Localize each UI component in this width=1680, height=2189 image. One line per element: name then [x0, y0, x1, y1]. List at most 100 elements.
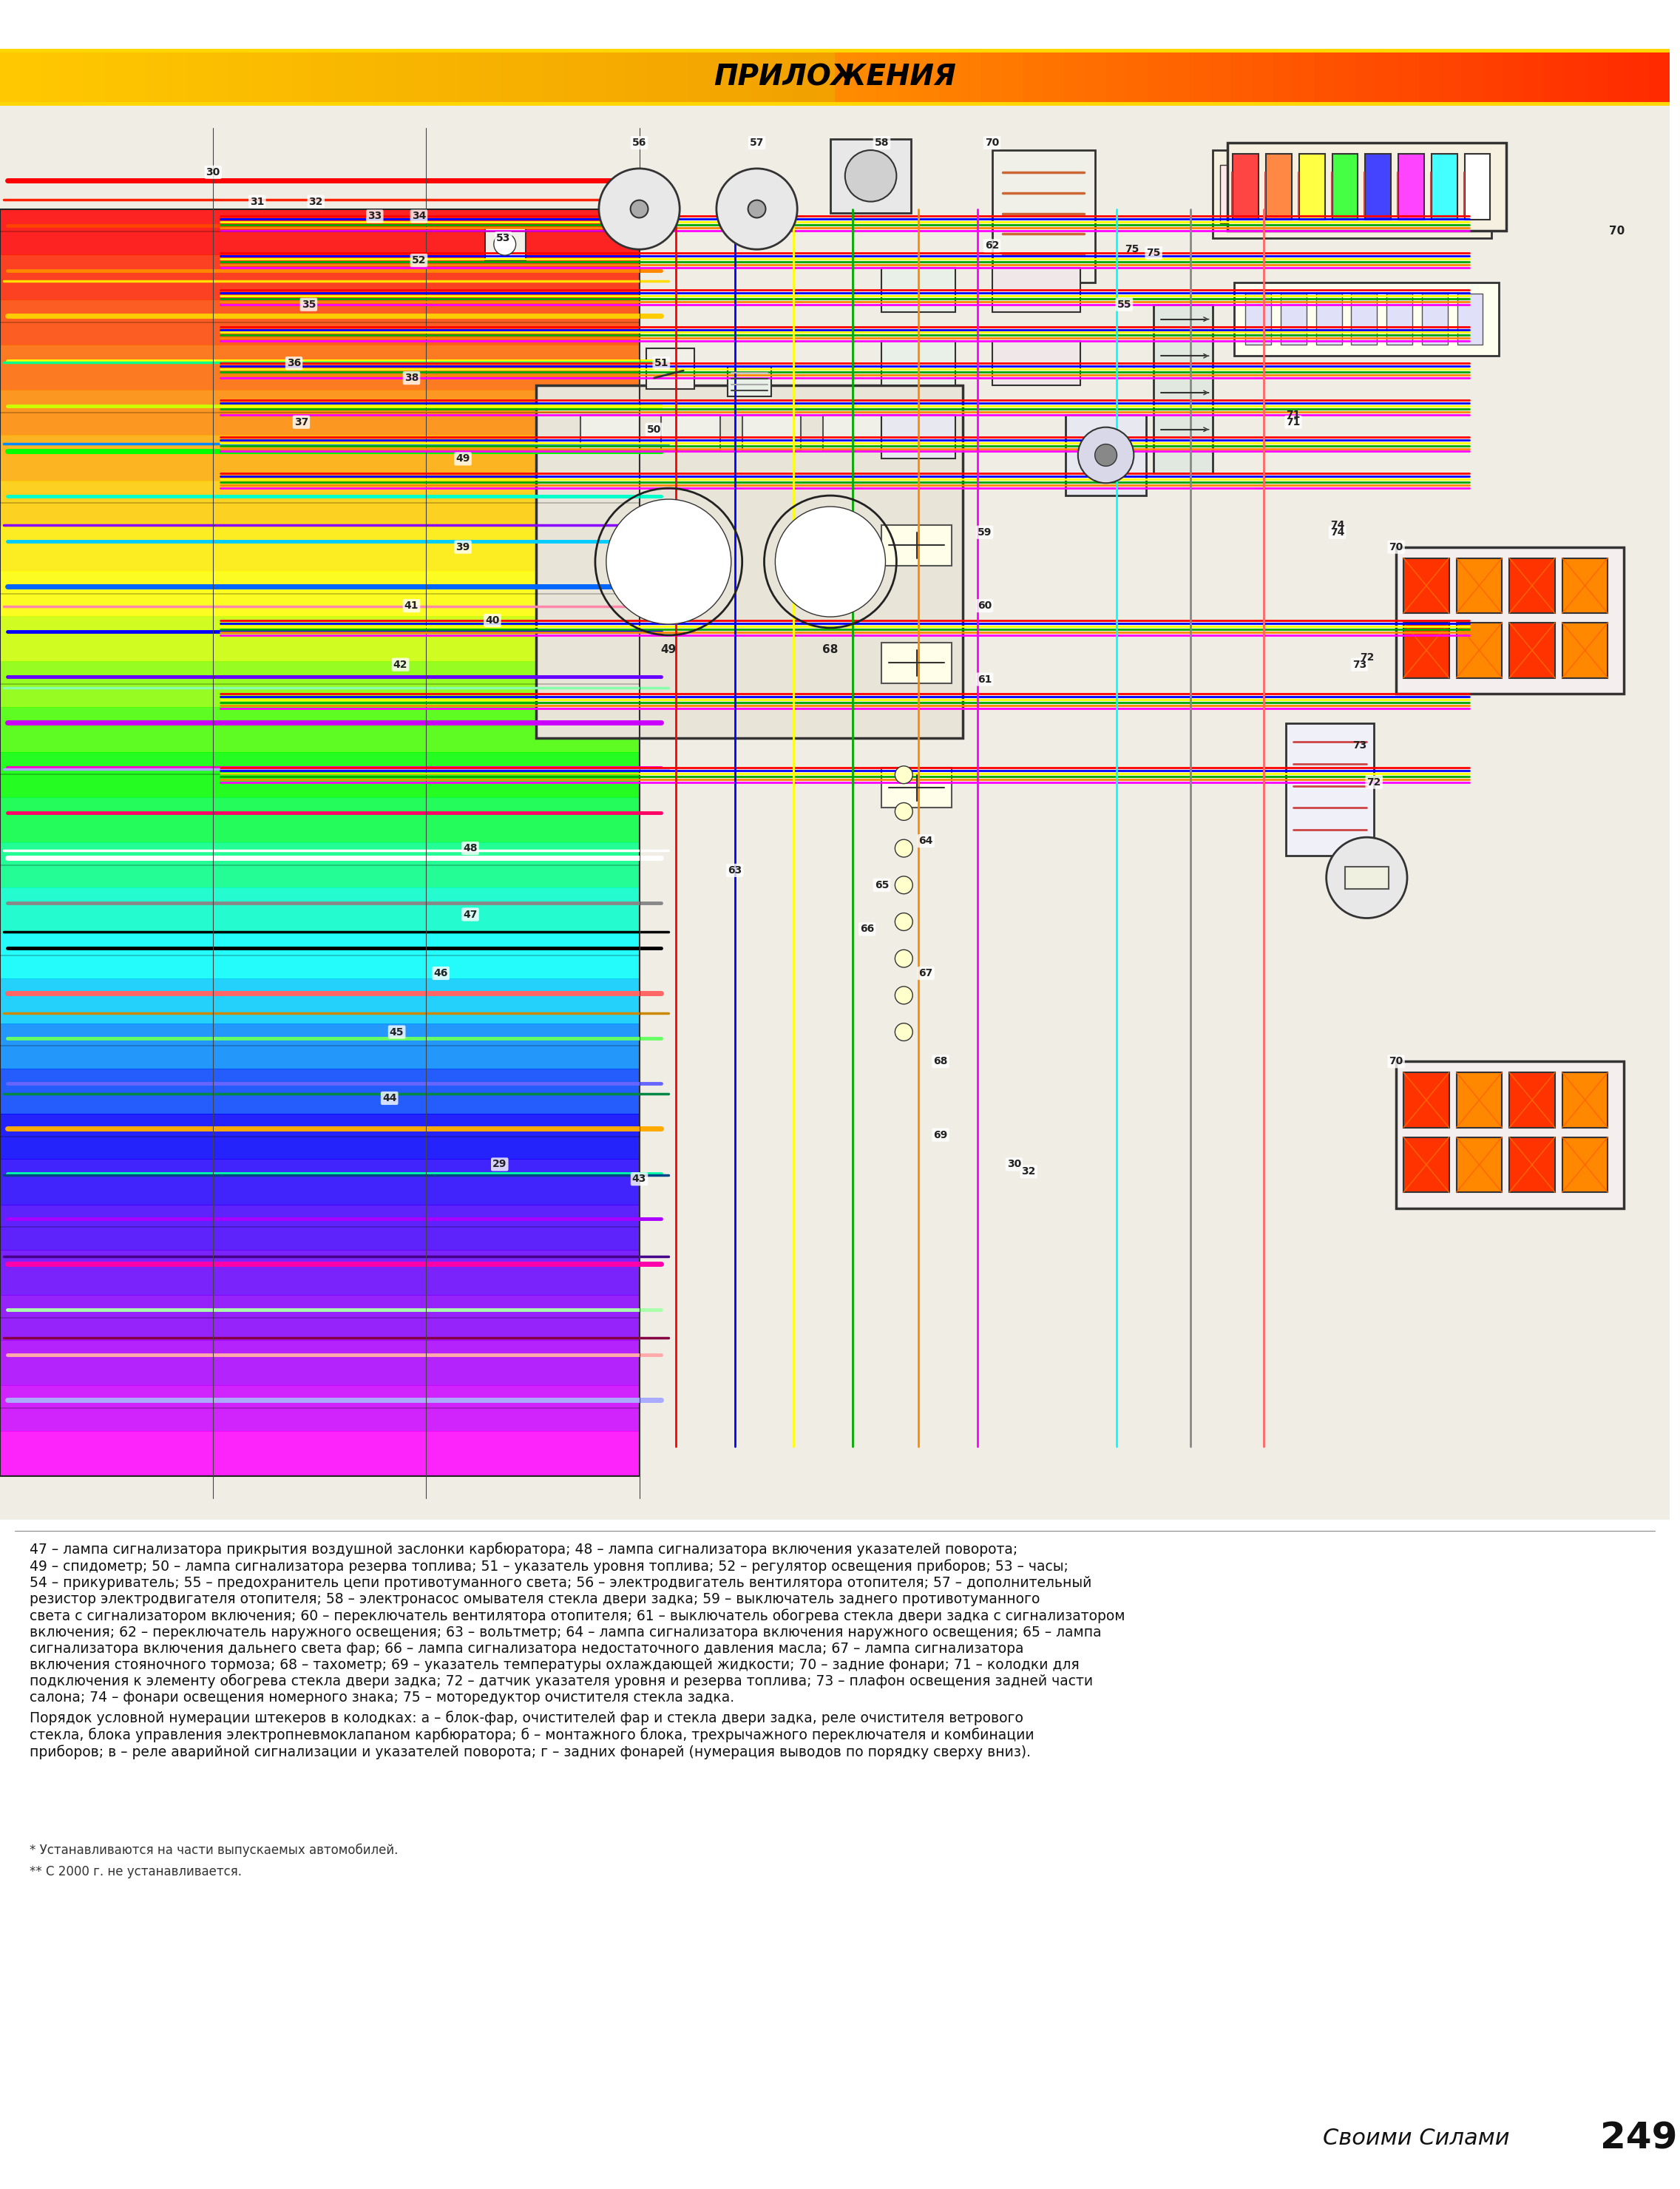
Circle shape	[606, 499, 731, 624]
Text: 50: 50	[647, 425, 662, 436]
Text: 75: 75	[1124, 245, 1139, 254]
Text: 32: 32	[1021, 1167, 1037, 1178]
Bar	[1210, 53, 1231, 103]
Bar	[250, 53, 272, 103]
Bar	[1562, 622, 1608, 679]
Bar	[662, 414, 721, 451]
Bar	[1235, 282, 1499, 357]
Bar	[0, 978, 640, 1024]
Bar	[1482, 53, 1504, 103]
Bar	[1418, 164, 1443, 223]
Text: 70: 70	[1609, 225, 1625, 236]
Text: 49: 49	[455, 453, 470, 464]
Bar	[1457, 558, 1502, 613]
Bar	[104, 53, 126, 103]
Circle shape	[895, 913, 912, 930]
Bar	[0, 1160, 640, 1206]
Bar	[1403, 1073, 1450, 1127]
Text: 75: 75	[1146, 247, 1161, 258]
Bar	[188, 53, 210, 103]
Bar	[727, 368, 771, 396]
Bar	[0, 53, 22, 103]
Text: 41: 41	[405, 600, 418, 611]
Bar	[1127, 53, 1149, 103]
Text: 74: 74	[1331, 519, 1344, 530]
Bar	[0, 1068, 640, 1114]
Bar	[0, 7, 1670, 53]
Bar	[270, 53, 292, 103]
Bar	[1220, 164, 1245, 223]
Bar	[1245, 293, 1272, 346]
Bar	[1509, 1136, 1556, 1193]
Bar	[731, 53, 753, 103]
Bar	[882, 525, 951, 565]
Bar	[438, 53, 460, 103]
Bar	[1351, 293, 1378, 346]
Bar	[1452, 164, 1477, 223]
Bar	[855, 53, 877, 103]
Bar	[1085, 53, 1107, 103]
Text: 70: 70	[1389, 1057, 1403, 1066]
Bar	[1562, 1073, 1608, 1127]
Text: 55: 55	[1117, 300, 1131, 309]
Bar	[0, 300, 640, 346]
Text: 57: 57	[749, 138, 764, 149]
Bar	[1352, 164, 1378, 223]
Bar	[1562, 558, 1608, 613]
Bar	[0, 889, 640, 935]
Text: 59: 59	[978, 528, 991, 538]
Bar	[146, 53, 168, 103]
Bar	[689, 53, 711, 103]
Bar	[0, 797, 640, 843]
Text: 68: 68	[934, 1057, 948, 1066]
Bar	[1403, 1136, 1450, 1193]
Text: 249: 249	[1599, 2121, 1677, 2156]
Bar	[1403, 558, 1450, 613]
Bar	[882, 768, 951, 808]
Text: ** С 2000 г. не устанавливается.: ** С 2000 г. не устанавливается.	[29, 1865, 242, 1878]
Bar	[1502, 53, 1524, 103]
Bar	[1267, 153, 1292, 219]
Bar	[991, 341, 1080, 385]
Bar	[62, 53, 84, 103]
Circle shape	[1326, 836, 1408, 917]
Circle shape	[1079, 427, 1134, 484]
Bar	[1169, 53, 1189, 103]
Text: 71: 71	[1287, 416, 1300, 427]
Text: 30: 30	[207, 166, 220, 177]
Bar	[1396, 1062, 1625, 1208]
Bar	[1336, 53, 1357, 103]
Bar	[667, 53, 689, 103]
Circle shape	[494, 234, 516, 256]
Bar	[0, 843, 640, 889]
Text: 56: 56	[632, 138, 647, 149]
Text: 60: 60	[978, 600, 991, 611]
Text: 43: 43	[632, 1173, 647, 1184]
Bar	[1396, 547, 1625, 694]
Bar	[0, 615, 640, 661]
Bar	[1294, 53, 1315, 103]
Bar	[647, 53, 669, 103]
Bar	[1440, 53, 1462, 103]
Bar	[1154, 304, 1213, 473]
Text: 73: 73	[1352, 740, 1366, 751]
Bar	[991, 267, 1080, 311]
Bar	[1378, 53, 1399, 103]
Bar	[0, 661, 640, 707]
Bar	[312, 53, 334, 103]
Bar	[0, 1432, 640, 1478]
Bar	[1457, 622, 1502, 679]
Bar	[0, 254, 640, 300]
Bar	[1065, 53, 1085, 103]
Bar	[0, 479, 640, 525]
Text: 30: 30	[1006, 1160, 1021, 1169]
Text: 72: 72	[1359, 652, 1374, 663]
Bar	[543, 53, 564, 103]
Text: 68: 68	[823, 644, 838, 655]
Bar	[882, 644, 951, 683]
Bar	[1566, 53, 1586, 103]
Bar	[522, 53, 543, 103]
Bar	[1253, 164, 1278, 223]
Text: 34: 34	[412, 210, 427, 221]
Text: 33: 33	[368, 210, 381, 221]
